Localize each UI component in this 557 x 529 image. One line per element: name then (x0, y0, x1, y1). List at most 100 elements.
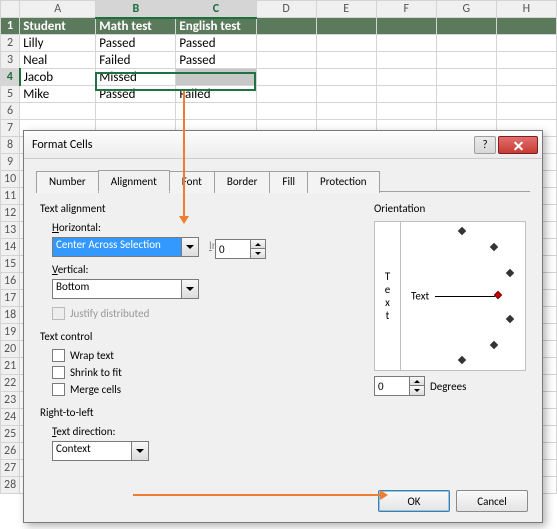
row-header[interactable]: 7 (1, 120, 20, 137)
row-header[interactable]: 27 (1, 460, 20, 477)
cell[interactable] (496, 52, 556, 69)
help-button[interactable]: ? (474, 136, 496, 154)
tab-alignment[interactable]: Alignment (98, 170, 170, 192)
tab-fill[interactable]: Fill (269, 171, 308, 193)
cell[interactable] (256, 103, 316, 120)
cell[interactable] (496, 103, 556, 120)
tab-font[interactable]: Font (169, 171, 215, 193)
orientation-vertical-text[interactable]: Text (375, 222, 401, 370)
select-all-corner[interactable] (1, 1, 20, 18)
row-header[interactable]: 12 (1, 205, 20, 222)
cell[interactable] (20, 103, 96, 120)
cell[interactable]: Failed (176, 86, 256, 103)
cell[interactable] (316, 35, 376, 52)
col-B[interactable]: B (96, 1, 176, 18)
degrees-down[interactable] (410, 386, 425, 396)
col-A[interactable]: A (20, 1, 96, 18)
cell[interactable] (376, 103, 436, 120)
row-header[interactable]: 8 (1, 137, 20, 154)
indent-down[interactable] (251, 249, 266, 259)
cell[interactable] (256, 86, 316, 103)
indent-spinner[interactable] (215, 239, 266, 259)
row-header[interactable]: 3 (1, 52, 20, 69)
col-E[interactable]: E (316, 1, 376, 18)
cell[interactable]: Jacob (20, 69, 96, 86)
horizontal-combo[interactable]: Center Across Selection (52, 237, 199, 257)
row-header[interactable]: 10 (1, 171, 20, 188)
cell[interactable]: English test (176, 18, 256, 35)
row-header[interactable]: 18 (1, 307, 20, 324)
cell[interactable] (256, 52, 316, 69)
cell[interactable] (376, 35, 436, 52)
cell[interactable] (496, 69, 556, 86)
cell[interactable] (376, 69, 436, 86)
orientation-dial[interactable]: Text (401, 222, 525, 370)
tab-protection[interactable]: Protection (307, 171, 380, 193)
cell[interactable] (376, 86, 436, 103)
cell[interactable] (436, 103, 496, 120)
cell[interactable] (256, 69, 316, 86)
text-direction-combo[interactable]: Context (52, 441, 350, 461)
row-header[interactable]: 2 (1, 35, 20, 52)
wrap-text-checkbox[interactable]: Wrap text (52, 349, 350, 362)
col-F[interactable]: F (376, 1, 436, 18)
cell[interactable] (376, 52, 436, 69)
cell[interactable]: Lilly (20, 35, 96, 52)
shrink-to-fit-checkbox[interactable]: Shrink to fit (52, 366, 350, 379)
tab-number[interactable]: Number (36, 171, 99, 193)
row-header[interactable]: 28 (1, 477, 20, 494)
cell[interactable]: Math test (96, 18, 176, 35)
orientation-control[interactable]: Text Text (374, 221, 526, 371)
cell[interactable] (256, 35, 316, 52)
cell[interactable]: Passed (176, 35, 256, 52)
row-header[interactable]: 1 (1, 18, 20, 35)
degrees-spinner[interactable] (374, 376, 425, 396)
vertical-dropdown-button[interactable] (182, 279, 199, 299)
col-H[interactable]: H (496, 1, 556, 18)
cell[interactable] (376, 18, 436, 35)
cell[interactable]: Student (20, 18, 96, 35)
row-header[interactable]: 9 (1, 154, 20, 171)
cell[interactable] (316, 69, 376, 86)
cell[interactable]: Passed (96, 86, 176, 103)
cell[interactable] (176, 103, 256, 120)
row-header[interactable]: 6 (1, 103, 20, 120)
row-header[interactable]: 17 (1, 290, 20, 307)
cell[interactable]: Failed (96, 52, 176, 69)
row-header[interactable]: 5 (1, 86, 20, 103)
cell[interactable] (496, 35, 556, 52)
cell[interactable] (496, 18, 556, 35)
ok-button[interactable]: OK (378, 490, 450, 512)
cell[interactable] (436, 69, 496, 86)
row-header[interactable]: 22 (1, 375, 20, 392)
row-header[interactable]: 20 (1, 341, 20, 358)
tab-border[interactable]: Border (214, 171, 271, 193)
cell[interactable] (256, 18, 316, 35)
vertical-combo[interactable]: Bottom (52, 279, 350, 299)
cell[interactable]: Mike (20, 86, 96, 103)
degrees-value[interactable] (374, 376, 410, 396)
cell[interactable] (436, 35, 496, 52)
cell[interactable] (436, 18, 496, 35)
orientation-handle[interactable] (494, 291, 502, 299)
text-direction-dropdown-button[interactable] (132, 441, 149, 461)
col-C[interactable]: C (176, 1, 256, 18)
indent-value[interactable] (215, 239, 251, 259)
row-header[interactable]: 24 (1, 409, 20, 426)
cell[interactable] (436, 52, 496, 69)
cell[interactable]: Passed (96, 35, 176, 52)
row-header[interactable]: 26 (1, 443, 20, 460)
row-header[interactable]: 25 (1, 426, 20, 443)
indent-up[interactable] (251, 239, 266, 249)
cell[interactable] (316, 52, 376, 69)
row-header[interactable]: 23 (1, 392, 20, 409)
cell[interactable]: Missed (96, 69, 176, 86)
cell[interactable]: Neal (20, 52, 96, 69)
row-header[interactable]: 13 (1, 222, 20, 239)
row-header[interactable]: 14 (1, 239, 20, 256)
cell[interactable] (496, 86, 556, 103)
cell[interactable] (96, 103, 176, 120)
cancel-button[interactable]: Cancel (456, 490, 528, 512)
horizontal-dropdown-button[interactable] (182, 237, 199, 257)
row-header[interactable]: 19 (1, 324, 20, 341)
